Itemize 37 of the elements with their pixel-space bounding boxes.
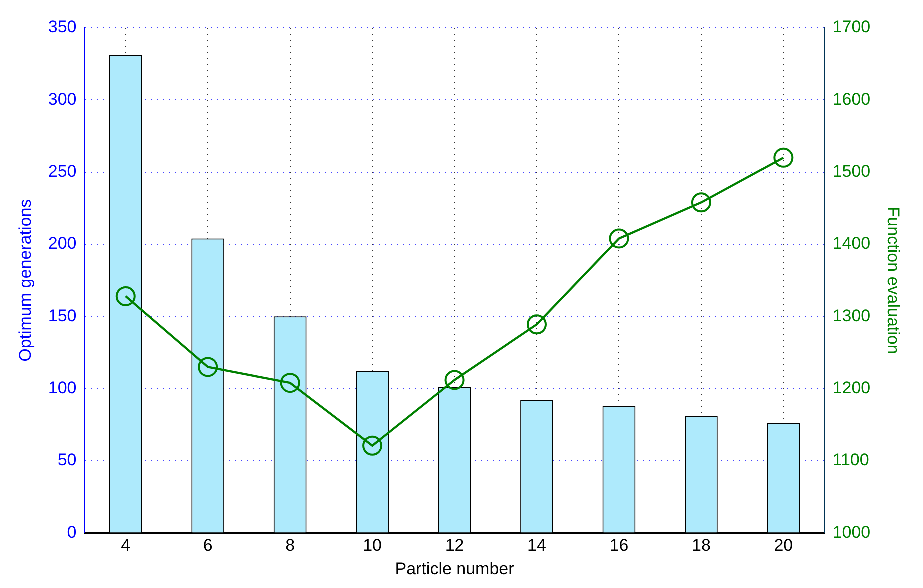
x-tick-label: 16 [610,536,629,556]
point [444,370,465,390]
y2-tick-label: 1200 [832,378,871,398]
y-tick-label: 200 [48,234,77,254]
y-axis-title: Optimum generations [16,199,35,362]
point [526,314,547,335]
point [198,357,218,378]
point [116,286,136,306]
y-tick-label: 0 [67,522,77,542]
x-tick-label: 18 [692,536,711,556]
y-tick-label: 100 [48,378,77,398]
y2-tick-label: 1400 [832,234,871,254]
y2-tick-label: 1300 [832,306,871,326]
y-tick-label: 250 [48,162,77,182]
y2-tick-label: 1500 [832,162,871,182]
y-tick-label: 150 [48,306,77,326]
y2-axis-title: Function evaluation [884,206,904,354]
point [774,148,794,168]
x-tick-label: 12 [445,536,464,556]
x-axis-title: Particle number [395,559,515,578]
x-tick-label: 20 [774,536,794,556]
x-tick-label: 4 [121,536,131,556]
point [362,436,383,456]
y2-tick-label: 1100 [832,450,870,470]
y-tick-label: 300 [48,90,77,109]
point [691,192,712,213]
x-tick-label: 6 [203,536,213,556]
x-tick-label: 10 [363,536,382,556]
x-tick-label: 14 [528,536,546,556]
y-tick-label: 350 [48,18,77,37]
point [609,228,630,249]
x-tick-label: 8 [286,536,296,556]
y2-tick-label: 1000 [832,522,871,542]
point [280,373,300,394]
y2-tick-label: 1700 [832,18,871,37]
y2-tick-label: 1600 [832,90,871,109]
y-tick-label: 50 [58,450,77,470]
